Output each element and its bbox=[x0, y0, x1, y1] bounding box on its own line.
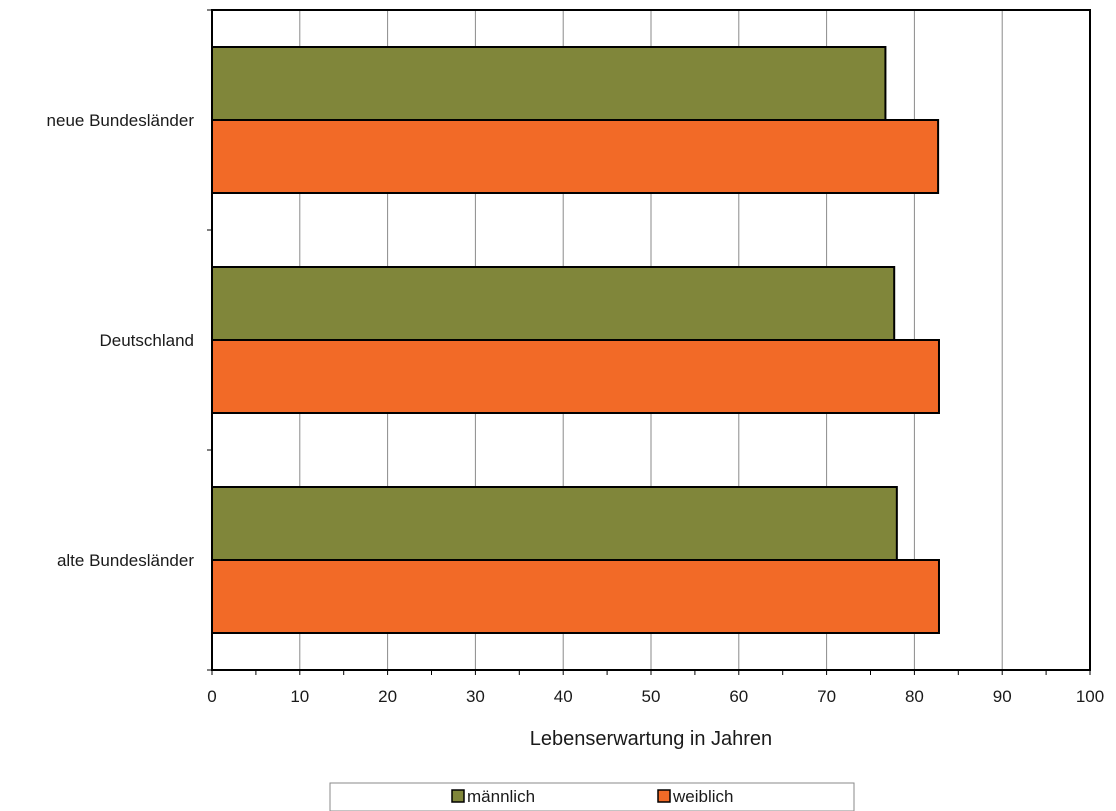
y-axis: neue Bundesländer Deutschland alte Bundesl… bbox=[47, 9, 212, 671]
legend-swatch-weiblich bbox=[657, 789, 671, 803]
x-tick-label: 10 bbox=[290, 687, 309, 706]
legend-label-weiblich: weiblich bbox=[672, 787, 733, 806]
bar-männlich bbox=[211, 46, 887, 121]
x-axis: 0 10 20 30 40 50 60 70 80 90 100 bbox=[207, 670, 1104, 706]
legend: männlich weiblich bbox=[329, 782, 855, 811]
x-tick-label: 0 bbox=[207, 687, 216, 706]
bar-männlich bbox=[211, 266, 896, 341]
x-tick-label: 40 bbox=[554, 687, 573, 706]
x-axis-title: Lebenserwartung in Jahren bbox=[530, 728, 772, 750]
legend-label-männlich: männlich bbox=[467, 787, 535, 806]
legend-box bbox=[329, 782, 855, 811]
x-tick-label: 90 bbox=[993, 687, 1012, 706]
y-tick-label: Deutschland bbox=[99, 331, 194, 350]
x-tick-label: 80 bbox=[905, 687, 924, 706]
y-tick-label: neue Bundesländer bbox=[47, 111, 195, 130]
legend-swatch-männlich bbox=[451, 789, 465, 803]
x-tick-label: 50 bbox=[642, 687, 661, 706]
bars bbox=[211, 46, 940, 634]
bar-weiblich bbox=[211, 339, 940, 414]
x-tick-label: 100 bbox=[1076, 687, 1104, 706]
x-tick-label: 60 bbox=[729, 687, 748, 706]
bar-weiblich bbox=[211, 559, 940, 634]
bar-männlich bbox=[211, 486, 898, 561]
x-tick-label: 30 bbox=[466, 687, 485, 706]
x-tick-label: 70 bbox=[817, 687, 836, 706]
x-tick-label: 20 bbox=[378, 687, 397, 706]
y-tick-label: alte Bundesländer bbox=[57, 551, 194, 570]
bar-weiblich bbox=[211, 119, 940, 194]
